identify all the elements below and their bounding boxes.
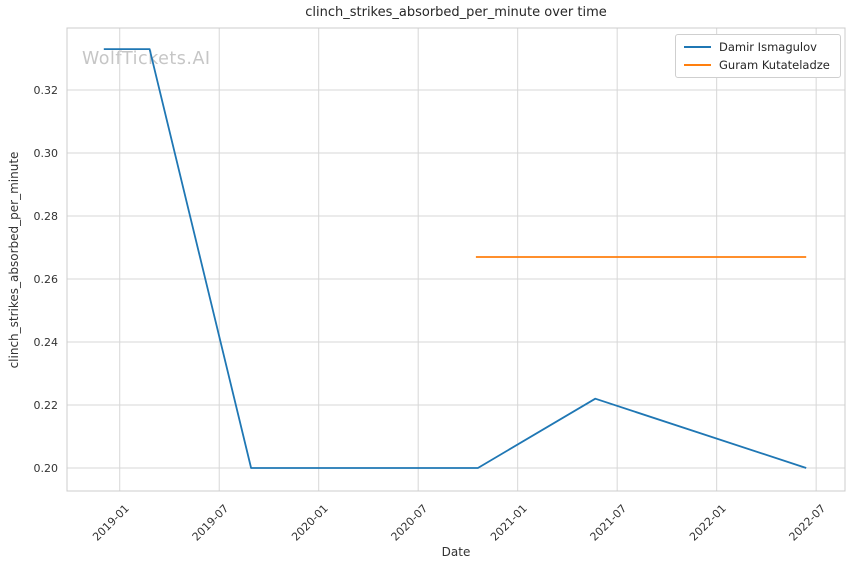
x-tick-label: 2022-07 <box>787 502 829 544</box>
plot-border <box>66 27 846 492</box>
y-tick-label: 0.32 <box>34 84 59 97</box>
y-tick-label: 0.30 <box>34 147 59 160</box>
x-tick-label: 2021-07 <box>588 502 630 544</box>
x-tick-label: 2020-07 <box>389 502 431 544</box>
x-tick-label: 2021-01 <box>488 502 530 544</box>
series-line-damir-ismagulov <box>103 48 807 469</box>
legend: Damir Ismagulov Guram Kutateladze <box>675 34 841 78</box>
legend-line-swatch <box>684 64 711 66</box>
y-tick-label: 0.26 <box>34 273 59 286</box>
legend-line-swatch <box>684 46 711 48</box>
legend-label: Guram Kutateladze <box>719 58 830 72</box>
x-axis-title: Date <box>441 545 471 559</box>
x-tick-label: 2019-01 <box>90 502 132 544</box>
legend-item: Damir Ismagulov <box>684 40 830 54</box>
x-tick-label: 2019-07 <box>190 502 232 544</box>
x-tick-label: 2022-01 <box>687 502 729 544</box>
y-tick-label: 0.20 <box>34 462 59 475</box>
y-tick-label: 0.22 <box>34 399 59 412</box>
y-tick-label: 0.28 <box>34 210 59 223</box>
chart-title: clinch_strikes_absorbed_per_minute over … <box>305 5 607 20</box>
legend-item: Guram Kutateladze <box>684 58 830 72</box>
y-axis-title: clinch_strikes_absorbed_per_minute <box>7 151 21 369</box>
legend-label: Damir Ismagulov <box>719 40 817 54</box>
x-tick-label: 2020-01 <box>289 502 331 544</box>
y-tick-label: 0.24 <box>34 336 59 349</box>
watermark: WolfTickets.AI <box>82 49 211 69</box>
